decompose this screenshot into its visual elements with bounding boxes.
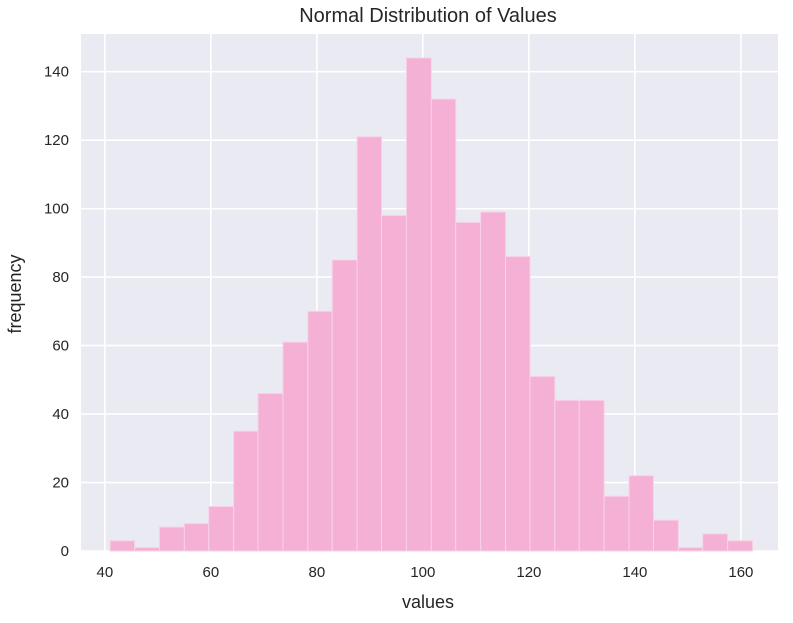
x-tick-label: 120 (516, 564, 541, 581)
y-tick-label: 20 (52, 475, 69, 492)
histogram-bar (652, 519, 679, 552)
y-tick-label: 80 (52, 269, 69, 286)
histogram-bar (233, 430, 259, 552)
histogram-bar (578, 399, 605, 552)
y-tick-label: 120 (44, 132, 69, 149)
histogram-bar (158, 526, 185, 552)
histogram-bar (134, 547, 160, 552)
histogram-bar (702, 533, 729, 552)
x-tick-label: 160 (728, 564, 753, 581)
histogram-bar (677, 547, 704, 552)
bars (109, 57, 754, 552)
histogram-bar (381, 214, 407, 552)
histogram-bar (430, 98, 457, 552)
histogram-bar (331, 259, 358, 552)
x-tick-labels: 40 60 80 100 120 140 160 (97, 564, 754, 581)
histogram-bar (480, 211, 507, 552)
histogram-bar (282, 341, 309, 552)
x-tick-label: 140 (622, 564, 647, 581)
x-tick-label: 100 (410, 564, 435, 581)
histogram-bar (405, 57, 432, 552)
histogram-bar (554, 399, 580, 552)
x-tick-label: 60 (203, 564, 220, 581)
y-tick-label: 0 (61, 543, 69, 560)
y-tick-label: 40 (52, 406, 69, 423)
histogram-bar (628, 475, 654, 552)
histogram-bar (356, 136, 383, 552)
y-tick-labels: 0 20 40 60 80 100 120 140 (44, 64, 69, 560)
y-tick-label: 140 (44, 64, 69, 81)
x-axis-label: values (402, 592, 454, 612)
histogram-bar (529, 375, 556, 552)
y-tick-label: 60 (52, 338, 69, 355)
x-tick-label: 40 (97, 564, 114, 581)
x-tick-label: 80 (309, 564, 326, 581)
y-tick-label: 100 (44, 201, 69, 218)
histogram-bar (505, 256, 531, 552)
histogram-bar (183, 523, 210, 552)
histogram-bar (208, 505, 235, 552)
y-axis-label: frequency (5, 254, 25, 333)
histogram-bar (455, 221, 482, 552)
histogram-bar (257, 393, 284, 552)
histogram-bar (727, 540, 754, 552)
histogram-bar (307, 310, 333, 552)
chart-title: Normal Distribution of Values (299, 5, 557, 27)
histogram-bar (109, 540, 136, 552)
histogram-bar (603, 495, 630, 552)
